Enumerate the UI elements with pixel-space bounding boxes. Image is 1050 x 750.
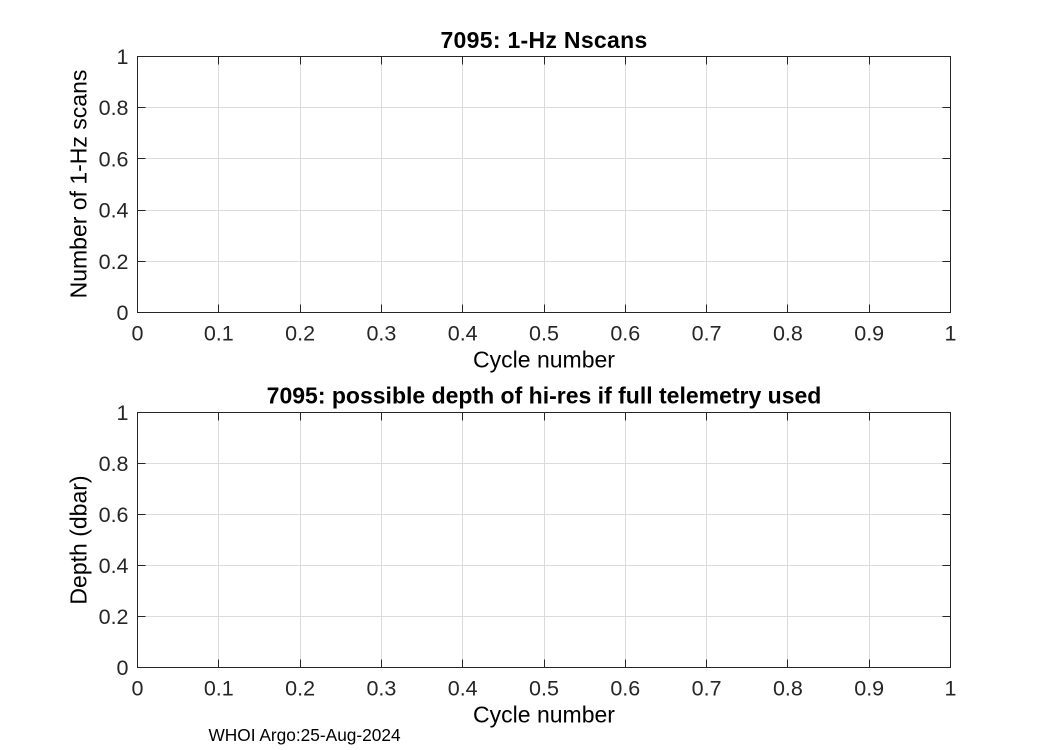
svg-text:1: 1: [117, 45, 129, 69]
svg-text:0: 0: [117, 656, 129, 680]
svg-text:0.8: 0.8: [99, 452, 129, 476]
svg-text:0.6: 0.6: [99, 503, 129, 527]
svg-text:0.8: 0.8: [99, 96, 129, 120]
svg-text:1: 1: [117, 401, 129, 425]
svg-text:Cycle number: Cycle number: [473, 702, 615, 728]
svg-text:0.2: 0.2: [285, 321, 315, 345]
svg-text:0.3: 0.3: [366, 676, 396, 700]
svg-text:7095: 1-Hz Nscans: 7095: 1-Hz Nscans: [440, 27, 647, 53]
svg-text:0.7: 0.7: [692, 321, 722, 345]
svg-text:0.1: 0.1: [204, 321, 234, 345]
svg-text:0.5: 0.5: [529, 676, 559, 700]
svg-text:WHOI Argo:25-Aug-2024: WHOI Argo:25-Aug-2024: [209, 725, 401, 745]
svg-text:0.6: 0.6: [610, 676, 640, 700]
svg-text:Number of 1-Hz scans: Number of 1-Hz scans: [66, 70, 92, 299]
svg-text:0.9: 0.9: [854, 676, 884, 700]
svg-text:0.9: 0.9: [854, 321, 884, 345]
svg-text:0.5: 0.5: [529, 321, 559, 345]
svg-text:0: 0: [132, 676, 144, 700]
svg-text:1: 1: [945, 321, 957, 345]
svg-text:0.4: 0.4: [99, 554, 129, 578]
svg-text:0.2: 0.2: [285, 676, 315, 700]
svg-text:Cycle number: Cycle number: [473, 347, 615, 373]
svg-text:0: 0: [117, 301, 129, 325]
svg-text:0.4: 0.4: [448, 676, 478, 700]
svg-text:0.6: 0.6: [99, 147, 129, 171]
svg-text:0.8: 0.8: [773, 676, 803, 700]
svg-text:0.3: 0.3: [366, 321, 396, 345]
svg-text:0.4: 0.4: [99, 199, 129, 223]
svg-text:0.2: 0.2: [99, 250, 129, 274]
svg-text:0.4: 0.4: [448, 321, 478, 345]
svg-text:1: 1: [945, 676, 957, 700]
svg-text:0.7: 0.7: [692, 676, 722, 700]
svg-text:7095: possible depth of hi-res: 7095: possible depth of hi-res if full t…: [267, 383, 822, 409]
svg-text:0: 0: [132, 321, 144, 345]
svg-text:0.1: 0.1: [204, 676, 234, 700]
svg-text:0.8: 0.8: [773, 321, 803, 345]
svg-text:Depth (dbar): Depth (dbar): [66, 475, 92, 604]
svg-text:0.6: 0.6: [610, 321, 640, 345]
svg-text:0.2: 0.2: [99, 605, 129, 629]
